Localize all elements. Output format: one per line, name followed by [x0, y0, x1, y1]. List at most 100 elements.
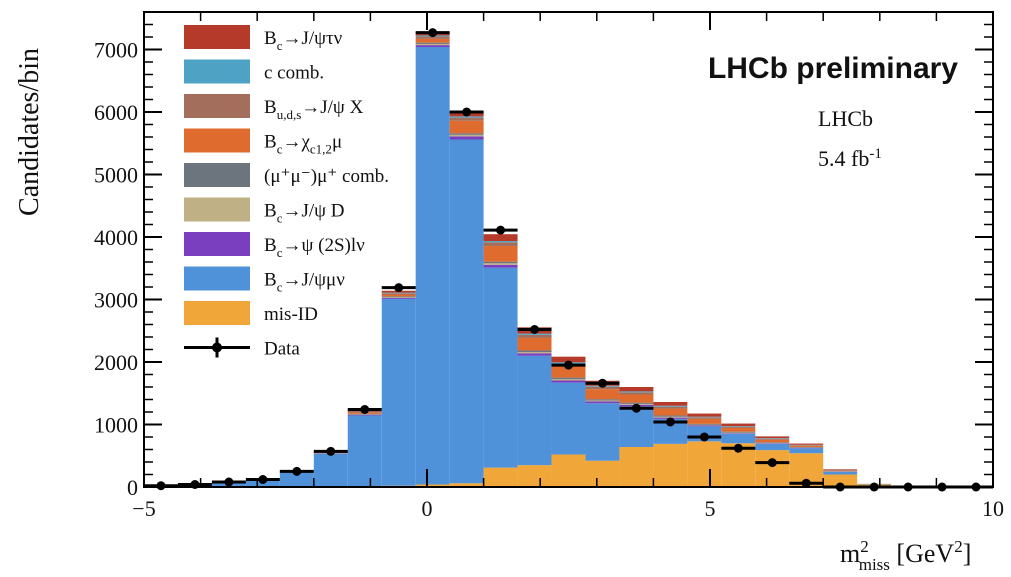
- bar-bc-c1-2--bin-15: [653, 408, 688, 416]
- bar-mis-id-bin-10: [483, 467, 518, 487]
- legend-label: Bc→J/ψ D: [264, 201, 345, 226]
- legend-label: Data: [264, 339, 300, 360]
- luminosity-value: 5.4 fb: [818, 146, 869, 171]
- bar-bc-j--bin-19: [789, 443, 824, 445]
- bar-bc-2s-l--bin-12: [551, 380, 586, 383]
- bar-c-comb--bin-10: [483, 241, 518, 243]
- legend-label: c comb.: [264, 63, 324, 84]
- legend-swatch: [184, 128, 250, 153]
- legend-label: Bu,d,s→J/ψ X: [264, 97, 364, 122]
- bar-bc-j--bin-8: [415, 47, 450, 485]
- data-point-bin-13: [597, 378, 607, 388]
- legend-swatch: [184, 94, 250, 118]
- bar-bc-j-d-bin-13: [585, 400, 620, 402]
- bar-bc-j-d-bin-8: [415, 43, 450, 46]
- bar-bc-j--bin-17: [721, 423, 756, 427]
- bar-bc-c1-2--bin-10: [483, 246, 518, 262]
- bar-bc-j--bin-6: [347, 415, 382, 487]
- bar-c-comb--bin-7: [381, 292, 416, 294]
- bar-c-comb--bin-16: [687, 416, 722, 418]
- legend-swatch: [184, 163, 250, 187]
- bar-bc-j-d-bin-10: [483, 263, 518, 265]
- bar-bc-j--bin-13: [585, 403, 620, 461]
- bar-bc-j-d-bin-17: [721, 432, 756, 434]
- bar-bc-2s-l--bin-18: [755, 443, 790, 444]
- bar-bu-d-s-j-x-bin-14: [619, 392, 654, 395]
- bar-bc-j--bin-20: [823, 472, 858, 475]
- bar-bc-2s-l--bin-7: [381, 297, 416, 299]
- legend-swatch: [184, 266, 250, 291]
- bar-bu-d-s-j-x-bin-17: [721, 426, 756, 428]
- x-tick-label: 5: [705, 496, 716, 521]
- bar-bc-j-d-bin-15: [653, 416, 688, 418]
- bar-bc-c1-2--bin-14: [619, 394, 654, 403]
- bar-bc-j--bin-7: [381, 298, 416, 486]
- data-point-bin-11: [530, 325, 540, 334]
- chart-title: LHCb preliminary: [708, 52, 958, 85]
- luminosity-label: 5.4 fb-1: [818, 146, 882, 171]
- bar-bu-d-s-j-x-bin-10: [483, 242, 518, 247]
- data-point-bin-3: [258, 475, 268, 484]
- bar--comb--bin-12: [551, 377, 586, 380]
- data-point-bin-19: [801, 478, 811, 488]
- bar--comb--bin-14: [619, 402, 654, 404]
- bar-bc-j--bin-15: [653, 402, 688, 406]
- x-tick-label: 10: [982, 496, 1004, 521]
- bar-mis-id-bin-13: [585, 460, 620, 487]
- bar-bc-c1-2--bin-12: [551, 366, 586, 378]
- bar-bc-c1-2--bin-11: [517, 337, 552, 351]
- bar-bu-d-s-j-x-bin-15: [653, 406, 688, 409]
- bar-mis-id-bin-16: [687, 441, 722, 487]
- bar--comb--bin-13: [585, 399, 620, 401]
- y-tick-label: 7000: [94, 38, 138, 63]
- bar-bc-2s-l--bin-9: [449, 136, 484, 140]
- data-point-bin-18: [767, 458, 777, 468]
- legend-swatch: [184, 232, 250, 256]
- legend-swatch: [184, 59, 250, 84]
- bar-bc-j--bin-14: [619, 387, 654, 392]
- bar-bc-j--bin-4: [279, 471, 314, 487]
- bar--comb--bin-6: [347, 413, 382, 415]
- bar--comb--bin-18: [755, 442, 790, 443]
- bar-bc-j--bin-12: [551, 356, 586, 363]
- y-axis-label: Candidates/bin: [14, 48, 45, 216]
- data-point-bin-2: [224, 477, 234, 487]
- bar-bu-d-s-j-x-bin-18: [755, 438, 790, 440]
- bar-bc-j--bin-10: [483, 267, 518, 468]
- bar-bc-2s-l--bin-16: [687, 425, 722, 427]
- legend: Bc→J/ψτν c comb. Bu,d,s→J/ψ X Bc→χc1,2μ (μ⁺μ…: [184, 25, 389, 360]
- bar-mis-id-bin-14: [619, 447, 654, 487]
- legend-data-marker: [212, 342, 222, 353]
- data-point-bin-10: [496, 225, 506, 235]
- bar-bc-j--bin-9: [449, 139, 484, 484]
- y-tick-label: 0: [127, 475, 138, 500]
- bar-bc-c1-2--bin-8: [415, 38, 450, 43]
- bar-bc-2s-l--bin-11: [517, 353, 552, 356]
- bar-mis-id-bin-12: [551, 454, 586, 487]
- bar-c-comb--bin-9: [449, 116, 484, 118]
- bar--comb--bin-19: [789, 447, 824, 448]
- bar-bc-2s-l--bin-17: [721, 433, 756, 434]
- bar-mis-id-bin-11: [517, 465, 552, 487]
- bar-bc-j-d-bin-9: [449, 134, 484, 137]
- data-point-bin-8: [428, 28, 438, 38]
- bar-bu-d-s-j-x-bin-7: [381, 293, 416, 295]
- legend-swatch: [184, 25, 250, 49]
- data-point-bin-12: [564, 360, 573, 370]
- bar-bu-d-s-j-x-bin-19: [789, 445, 824, 446]
- bar-bc-c1-2--bin-20: [823, 470, 858, 472]
- bar-c-comb--bin-17: [721, 426, 756, 427]
- legend-label: Bc→χc1,2μ: [264, 132, 342, 157]
- bar-bc-c1-2--bin-9: [449, 120, 484, 134]
- legend-swatch: [184, 301, 250, 325]
- bar--comb--bin-10: [483, 261, 518, 264]
- bar-mis-id-bin-20: [823, 474, 858, 487]
- y-tick-label: 2000: [94, 350, 138, 375]
- bar--comb--bin-7: [381, 296, 416, 298]
- y-tick-label: 1000: [94, 413, 138, 438]
- bar-bu-d-s-j-x-bin-16: [687, 417, 722, 419]
- y-tick-label: 5000: [94, 163, 138, 188]
- bar-bc-c1-2--bin-19: [789, 445, 824, 447]
